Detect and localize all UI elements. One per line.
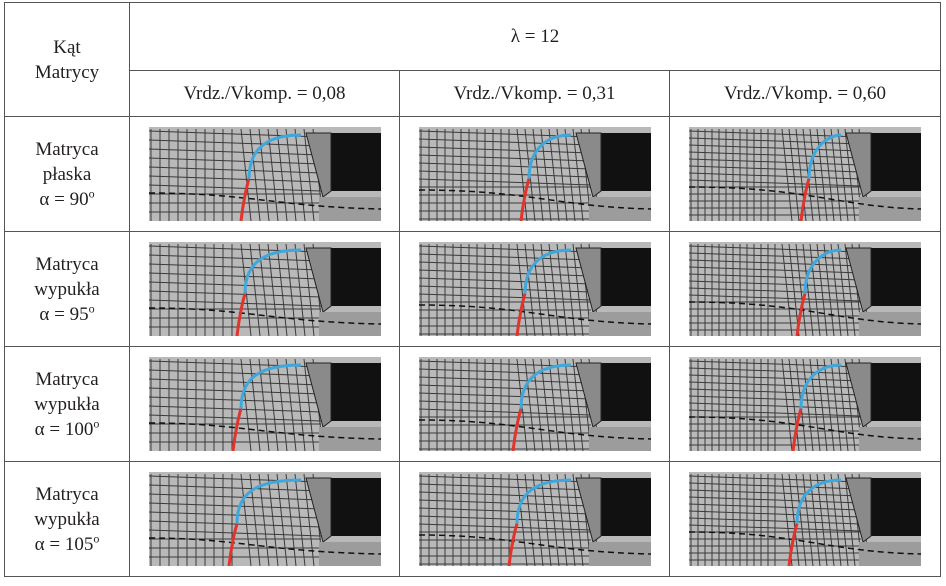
angle-text: α = 95 — [39, 304, 88, 325]
degree-mark: o — [93, 531, 99, 545]
punch — [871, 363, 921, 421]
deformation-photo — [149, 127, 381, 221]
row-label-line: Matryca — [5, 482, 129, 507]
row-label-line: płaska — [5, 162, 129, 187]
angle-text: α = 100 — [35, 419, 94, 440]
angle-text: α = 105 — [35, 534, 94, 555]
deformation-photo — [689, 127, 921, 221]
table-row: Matrycapłaskaα = 90o — [5, 117, 941, 232]
degree-mark: o — [93, 416, 99, 430]
table-row: Matrycawypukłaα = 100o — [5, 347, 941, 462]
deformation-photo — [419, 242, 651, 336]
row-angle: α = 90o — [5, 187, 129, 212]
photo-cell — [130, 462, 400, 577]
row-angle: α = 100o — [5, 417, 129, 442]
punch — [331, 363, 381, 421]
punch — [601, 133, 651, 191]
photo-cell — [670, 117, 941, 232]
deformation-photo — [149, 357, 381, 451]
punch — [871, 248, 921, 306]
row-angle: α = 95o — [5, 302, 129, 327]
row-label-line: Matryca — [5, 252, 129, 277]
deformation-photo — [419, 472, 651, 566]
column-header: Vrdz./Vkomp. = 0,60 — [670, 71, 941, 117]
row-label-line: wypukła — [5, 277, 129, 302]
photo-cell — [130, 232, 400, 347]
results-table: Kąt Matrycy λ = 12 Vrdz./Vkomp. = 0,08Vr… — [4, 2, 941, 577]
photo-cell — [130, 117, 400, 232]
photo-cell — [670, 347, 941, 462]
punch — [871, 478, 921, 536]
row-label-line: wypukła — [5, 507, 129, 532]
photo-cell — [400, 462, 670, 577]
photo-cell — [400, 232, 670, 347]
column-header: Vrdz./Vkomp. = 0,08 — [130, 71, 400, 117]
row-label-line: Matryca — [5, 137, 129, 162]
photo-cell — [400, 117, 670, 232]
photo-cell — [130, 347, 400, 462]
corner-line: Matrycy — [5, 60, 129, 85]
punch — [331, 248, 381, 306]
deformation-photo — [689, 472, 921, 566]
deformation-photo — [419, 357, 651, 451]
punch — [601, 248, 651, 306]
row-label-line: Matryca — [5, 367, 129, 392]
row-angle: α = 105o — [5, 532, 129, 557]
column-header-row: Vrdz./Vkomp. = 0,08Vrdz./Vkomp. = 0,31Vr… — [5, 71, 941, 117]
group-header: λ = 12 — [130, 3, 941, 71]
deformation-photo — [149, 242, 381, 336]
row-label: Matrycawypukłaα = 100o — [5, 347, 130, 462]
photo-cell — [670, 462, 941, 577]
punch — [871, 133, 921, 191]
punch — [601, 363, 651, 421]
degree-mark: o — [89, 186, 95, 200]
deformation-photo — [419, 127, 651, 221]
angle-text: α = 90 — [39, 189, 88, 210]
punch — [331, 133, 381, 191]
row-label-line: wypukła — [5, 392, 129, 417]
punch — [331, 478, 381, 536]
degree-mark: o — [89, 301, 95, 315]
deformation-photo — [689, 242, 921, 336]
corner-cell: Kąt Matrycy — [5, 3, 130, 117]
photo-cell — [670, 232, 941, 347]
deformation-photo — [149, 472, 381, 566]
column-header: Vrdz./Vkomp. = 0,31 — [400, 71, 670, 117]
deformation-photo — [689, 357, 921, 451]
punch — [601, 478, 651, 536]
corner-line: Kąt — [5, 35, 129, 60]
photo-cell — [400, 347, 670, 462]
